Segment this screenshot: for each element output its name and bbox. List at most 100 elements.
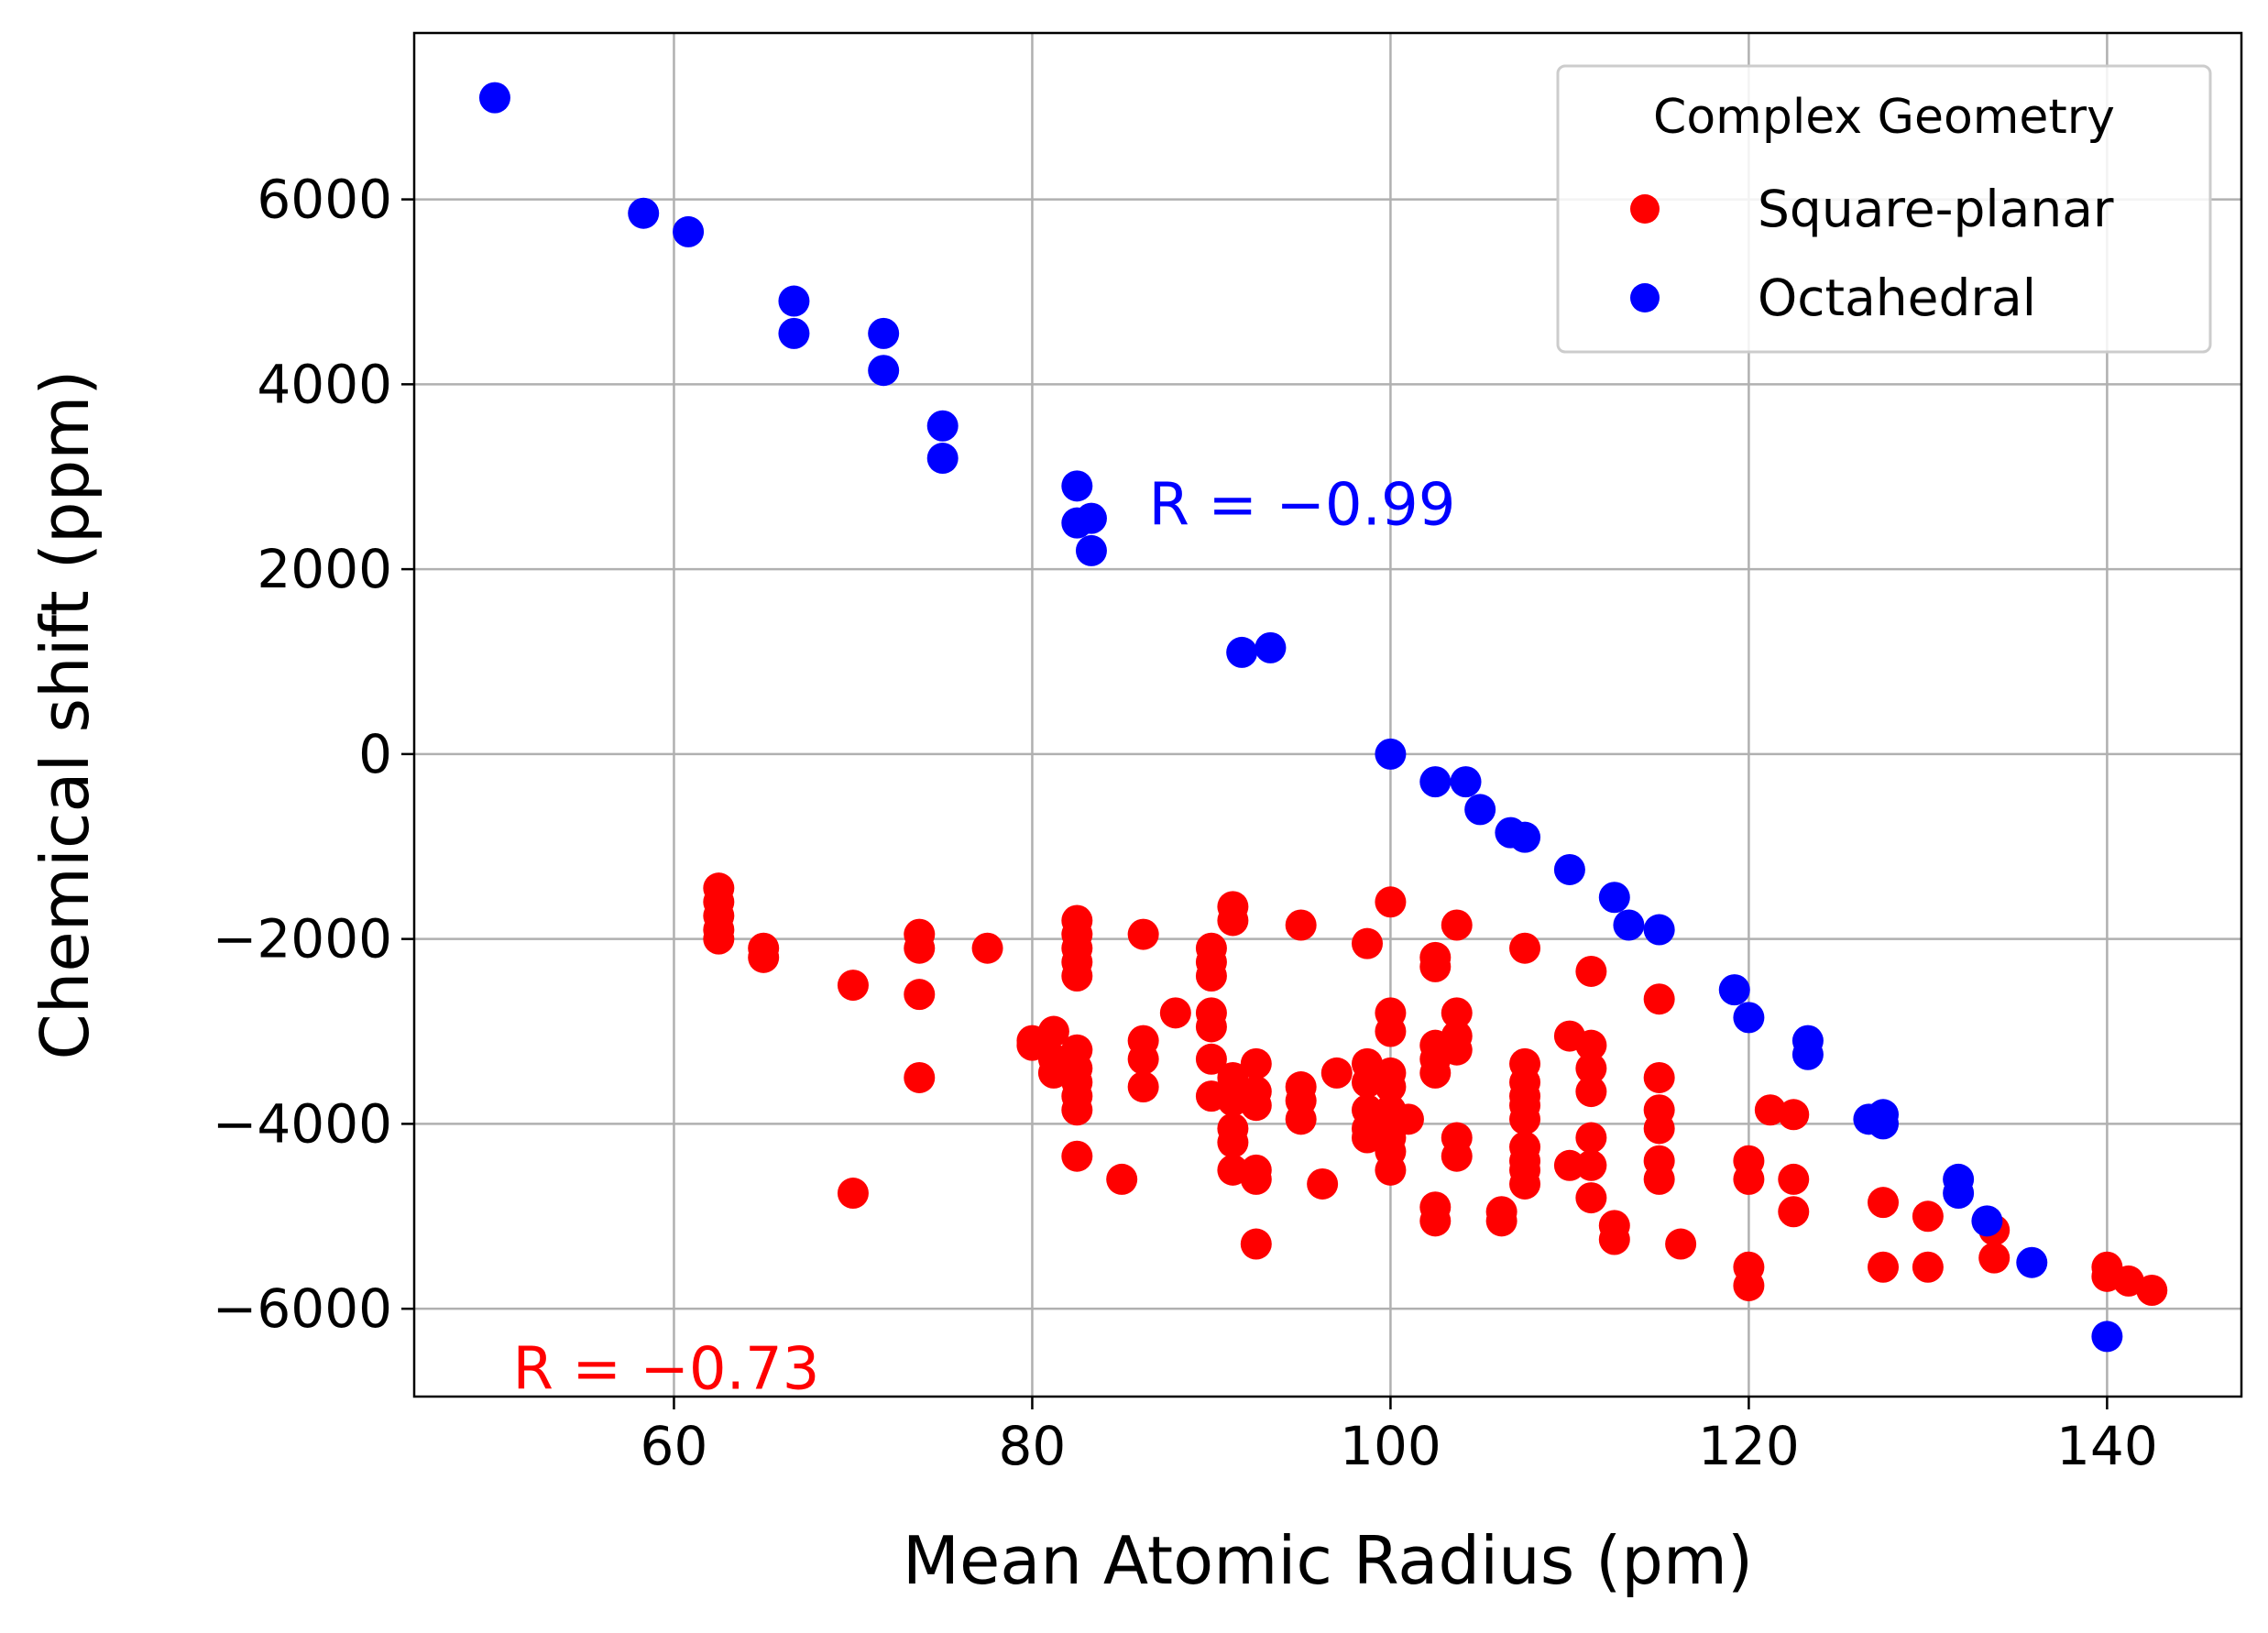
point-square-planar bbox=[1217, 1126, 1249, 1158]
point-square-planar bbox=[1127, 1043, 1159, 1075]
point-square-planar bbox=[1665, 1228, 1697, 1260]
point-square-planar bbox=[1509, 1103, 1541, 1135]
point-square-planar bbox=[1575, 1052, 1607, 1084]
point-octahedral bbox=[1375, 738, 1407, 770]
y-tick-label: 4000 bbox=[257, 353, 392, 415]
point-octahedral bbox=[1971, 1205, 2003, 1237]
grid-lines bbox=[414, 33, 2241, 1397]
y-tick-label: 0 bbox=[358, 723, 392, 785]
point-square-planar bbox=[1240, 1047, 1272, 1080]
point-square-planar bbox=[1320, 1057, 1353, 1089]
point-square-planar bbox=[1061, 1140, 1093, 1172]
point-square-planar bbox=[748, 941, 780, 973]
plot-frame bbox=[412, 31, 2243, 1398]
point-octahedral bbox=[1643, 914, 1675, 946]
point-octahedral bbox=[778, 317, 810, 349]
point-octahedral bbox=[868, 355, 900, 387]
legend-title: Complex Geometry bbox=[1653, 90, 2115, 145]
point-square-planar bbox=[1240, 1163, 1272, 1195]
point-square-planar bbox=[1441, 997, 1473, 1029]
point-octahedral bbox=[1718, 974, 1750, 1006]
point-square-planar bbox=[1106, 1163, 1138, 1195]
legend-marker-octahedral bbox=[1630, 283, 1660, 312]
correlation-annotation: R = −0.99 bbox=[1149, 471, 1456, 539]
point-octahedral bbox=[1419, 766, 1452, 798]
y-axis-title: Chemical shift (ppm) bbox=[27, 369, 104, 1059]
y-tick-label: −2000 bbox=[213, 908, 392, 970]
point-octahedral bbox=[2091, 1321, 2123, 1353]
point-square-planar bbox=[1195, 1043, 1227, 1075]
point-octahedral bbox=[1075, 534, 1107, 566]
y-tick-label: 6000 bbox=[257, 169, 392, 231]
point-octahedral bbox=[1450, 766, 1482, 798]
point-square-planar bbox=[1127, 1071, 1159, 1103]
point-square-planar bbox=[1509, 932, 1541, 964]
point-octahedral bbox=[628, 197, 660, 229]
point-square-planar bbox=[2136, 1274, 2168, 1306]
point-square-planar bbox=[1037, 1015, 1069, 1047]
point-square-planar bbox=[1575, 1029, 1607, 1061]
point-square-planar bbox=[1912, 1200, 1944, 1233]
point-octahedral bbox=[1464, 794, 1496, 826]
point-square-planar bbox=[1778, 1196, 1810, 1228]
point-square-planar bbox=[1575, 955, 1607, 987]
point-square-planar bbox=[1598, 1223, 1630, 1255]
x-tick-label: 60 bbox=[641, 1415, 708, 1477]
point-octahedral bbox=[1509, 821, 1541, 853]
point-square-planar bbox=[1575, 1149, 1607, 1181]
point-octahedral bbox=[926, 410, 959, 442]
x-tick-label: 80 bbox=[999, 1415, 1067, 1477]
point-square-planar bbox=[1575, 1076, 1607, 1108]
point-square-planar bbox=[1159, 997, 1191, 1029]
point-square-planar bbox=[1419, 1205, 1452, 1237]
point-octahedral bbox=[478, 82, 510, 114]
point-square-planar bbox=[904, 1061, 936, 1093]
point-square-planar bbox=[1419, 950, 1452, 982]
legend-label-octahedral: Octahedral bbox=[1758, 269, 2036, 327]
point-square-planar bbox=[1575, 1182, 1607, 1214]
point-octahedral bbox=[1226, 636, 1258, 668]
point-square-planar bbox=[1375, 1015, 1407, 1047]
point-octahedral bbox=[1598, 882, 1630, 914]
point-octahedral bbox=[1868, 1108, 1900, 1140]
point-square-planar bbox=[1061, 1094, 1093, 1126]
point-square-planar bbox=[1733, 1163, 1765, 1195]
point-square-planar bbox=[1643, 983, 1675, 1015]
point-octahedral bbox=[1061, 470, 1093, 502]
point-octahedral bbox=[673, 215, 705, 247]
point-square-planar bbox=[1061, 959, 1093, 992]
point-octahedral bbox=[778, 285, 810, 317]
point-square-planar bbox=[837, 970, 869, 1002]
point-square-planar bbox=[1392, 1103, 1424, 1135]
legend-box bbox=[1556, 64, 2212, 354]
legend-label-square-planar: Square-planar bbox=[1758, 180, 2114, 238]
point-square-planar bbox=[1217, 1061, 1249, 1093]
point-square-planar bbox=[1509, 1167, 1541, 1200]
point-square-planar bbox=[1868, 1251, 1900, 1283]
point-square-planar bbox=[703, 923, 735, 955]
point-square-planar bbox=[1307, 1167, 1339, 1200]
point-octahedral bbox=[1791, 1038, 1824, 1070]
point-octahedral bbox=[1075, 502, 1107, 534]
point-square-planar bbox=[1978, 1242, 2011, 1274]
y-tick-label: −6000 bbox=[213, 1277, 392, 1340]
point-square-planar bbox=[1868, 1187, 1900, 1219]
correlation-annotations: R = −0.99 R = −0.73 bbox=[513, 471, 1456, 1403]
point-square-planar bbox=[1375, 1071, 1407, 1103]
point-square-planar bbox=[1643, 1061, 1675, 1093]
point-square-planar bbox=[1240, 1228, 1272, 1260]
point-square-planar bbox=[1778, 1099, 1810, 1131]
legend: Complex Geometry Square-planar Octahedra… bbox=[1556, 64, 2212, 354]
point-square-planar bbox=[1643, 1112, 1675, 1145]
point-square-planar bbox=[1352, 927, 1384, 959]
point-square-planar bbox=[1127, 918, 1159, 950]
point-square-planar bbox=[904, 932, 936, 964]
point-square-planar bbox=[1441, 909, 1473, 941]
point-square-planar bbox=[837, 1178, 869, 1210]
correlation-annotation: R = −0.73 bbox=[513, 1336, 820, 1404]
point-square-planar bbox=[1285, 909, 1317, 941]
point-square-planar bbox=[1441, 1140, 1473, 1172]
point-square-planar bbox=[1441, 1034, 1473, 1066]
y-tick-label: −4000 bbox=[213, 1092, 392, 1155]
